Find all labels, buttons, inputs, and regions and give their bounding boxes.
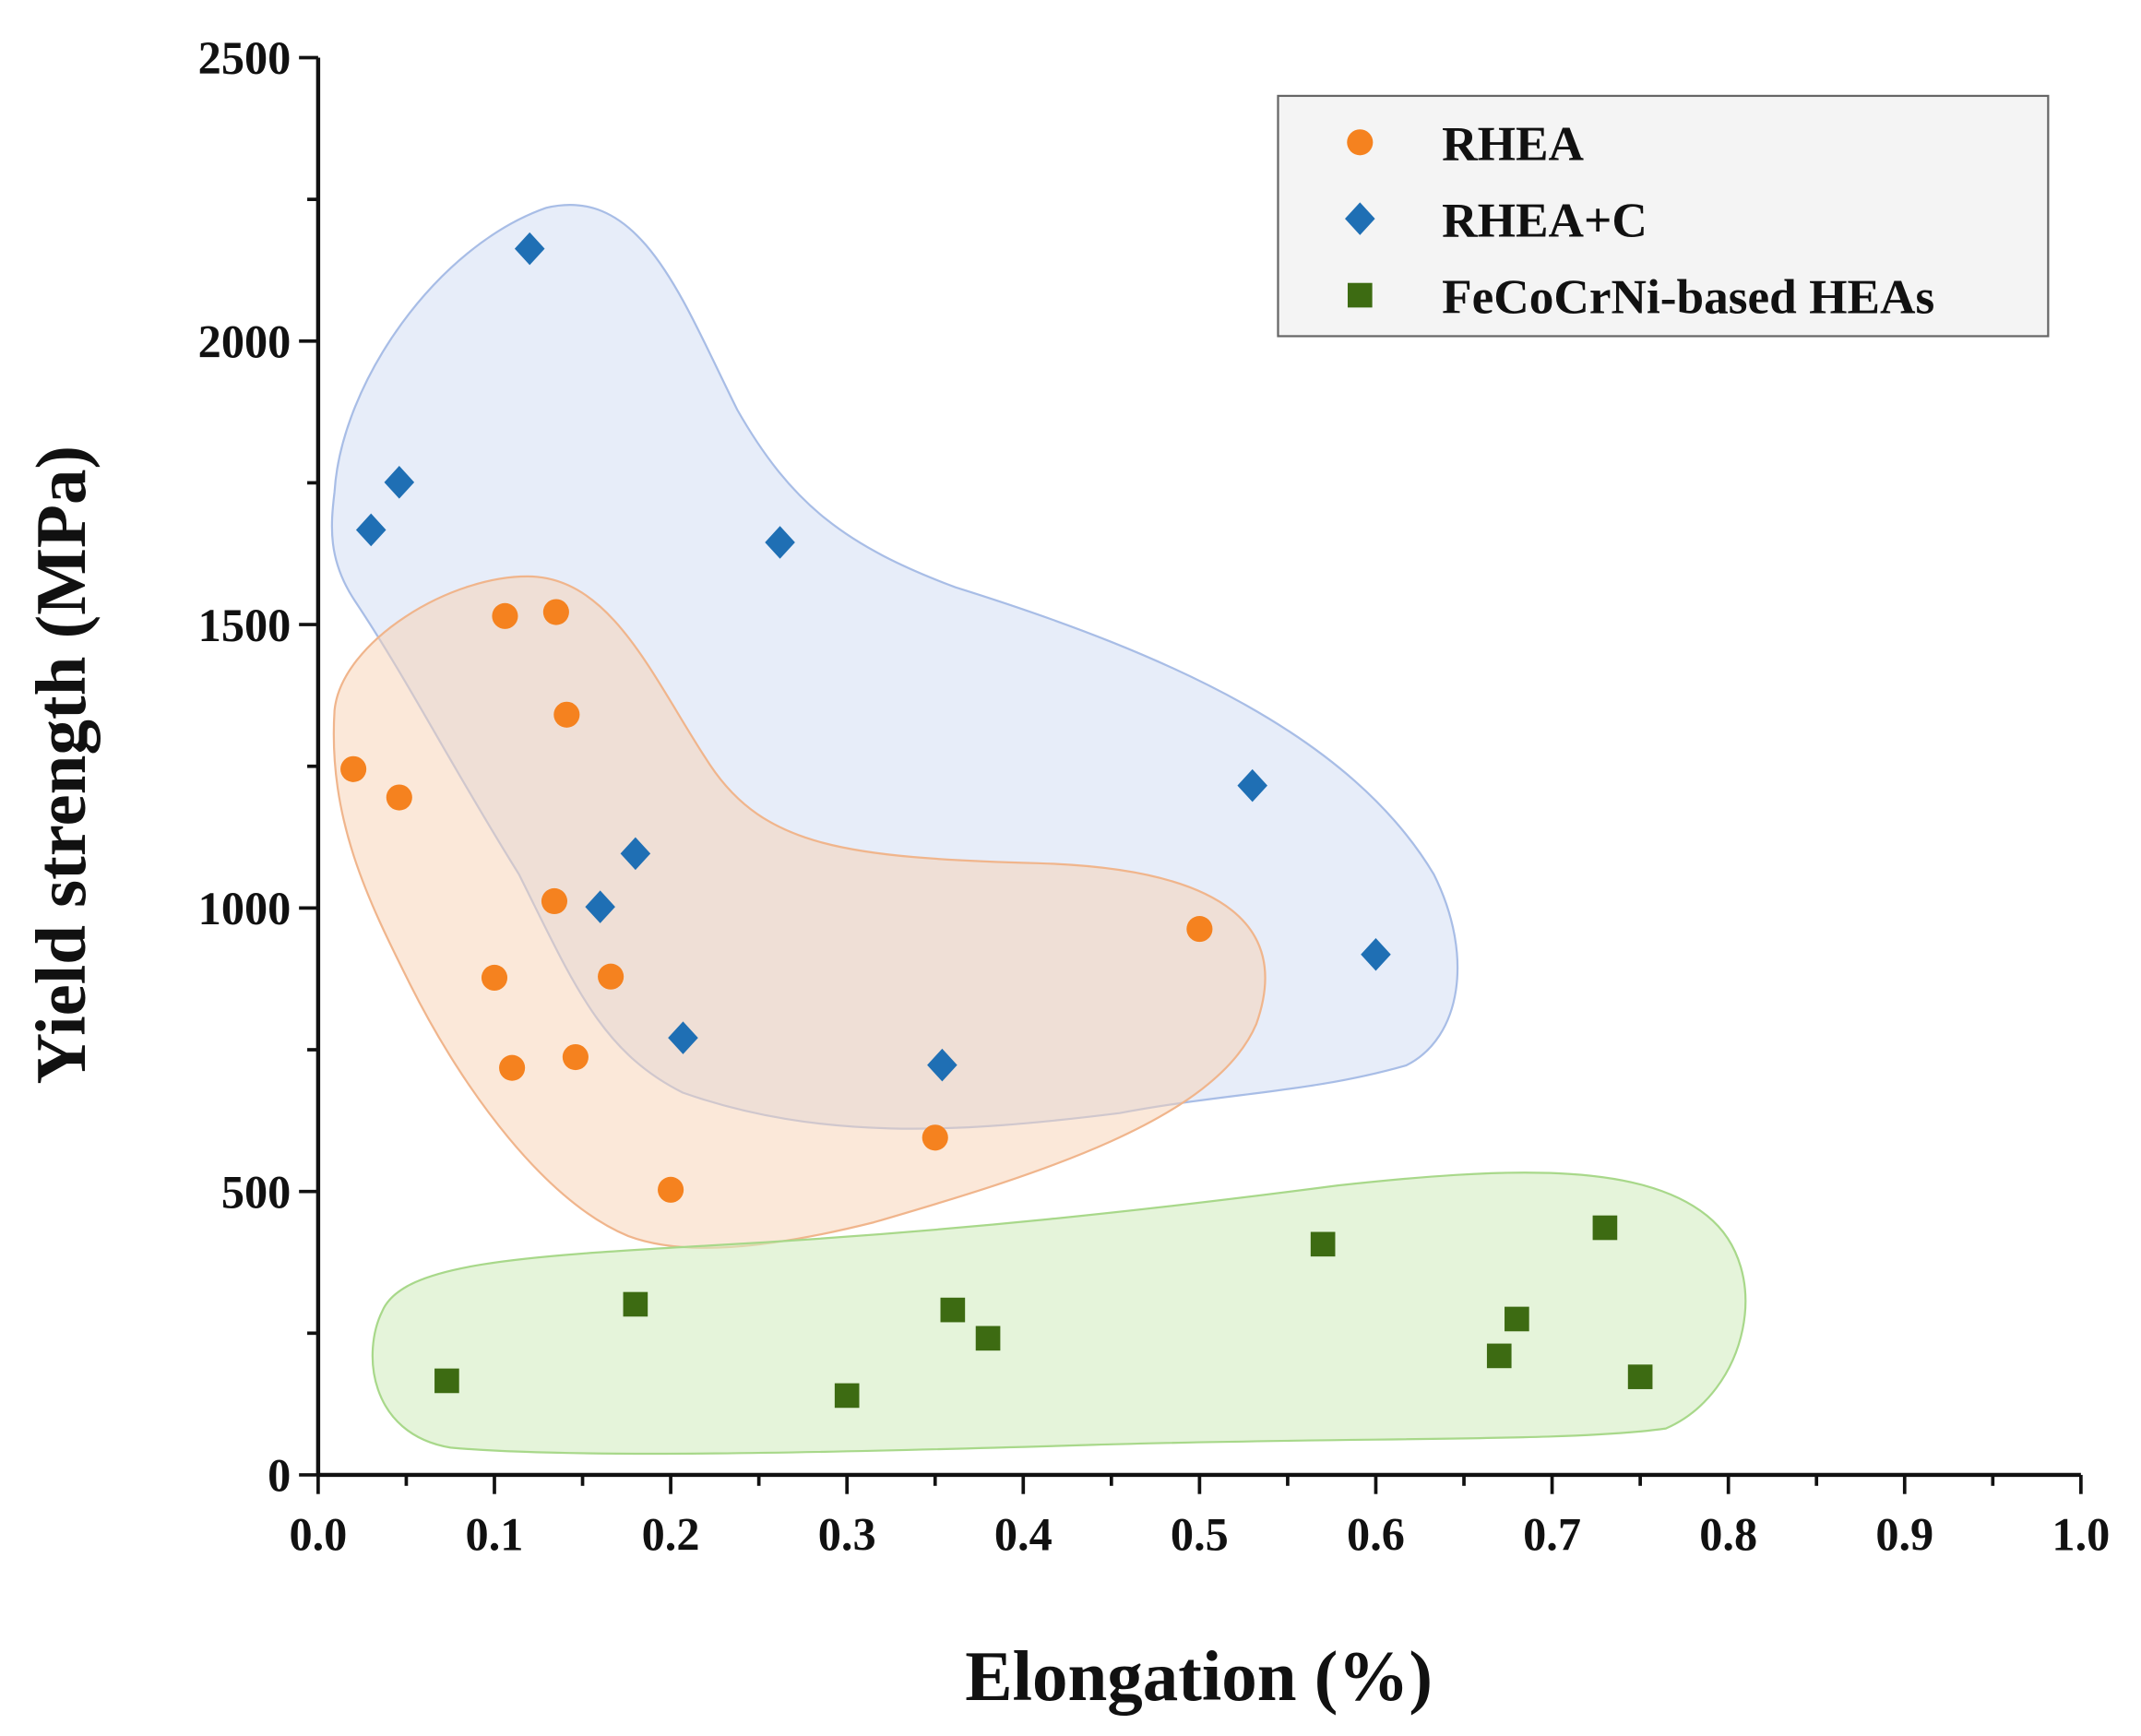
x-tick-label: 0.5 xyxy=(1171,1508,1229,1560)
data-point xyxy=(492,602,518,629)
data-point xyxy=(1310,1231,1336,1257)
x-tick-label: 0.8 xyxy=(1699,1508,1757,1560)
data-point xyxy=(834,1383,860,1409)
x-tick-label: 0.0 xyxy=(289,1508,347,1560)
data-point xyxy=(975,1326,1001,1351)
region-blobs xyxy=(330,204,1747,1456)
data-point xyxy=(623,1291,648,1317)
data-point xyxy=(1592,1215,1618,1241)
data-point xyxy=(765,526,795,559)
legend-marker xyxy=(1347,282,1373,308)
data-point xyxy=(355,513,387,547)
series-fecocrni-based-heas xyxy=(434,1215,1653,1409)
axes: 0.0 0.1 0.2 0.3 0.4 0.5 0.6 0.7 0.8 0.9 1.0 0 500 100… xyxy=(198,32,2111,1560)
hea-region xyxy=(371,1171,1747,1456)
data-point xyxy=(542,599,569,625)
y-tick-label: 2500 xyxy=(198,32,291,84)
y-tick-label: 500 xyxy=(221,1166,291,1218)
x-tick-label: 0.9 xyxy=(1875,1508,1933,1560)
y-tick-label: 1000 xyxy=(198,883,291,934)
data-point xyxy=(1505,1306,1529,1332)
data-point xyxy=(514,232,545,266)
y-tick-label: 0 xyxy=(268,1450,291,1502)
data-point xyxy=(598,963,624,990)
legend-label: FeCoCrNi-based HEAs xyxy=(1442,269,1934,324)
data-point xyxy=(499,1054,526,1081)
data-point xyxy=(434,1368,459,1394)
data-point xyxy=(386,784,412,811)
x-tick-label: 0.7 xyxy=(1523,1508,1581,1560)
x-tick-label: 1.0 xyxy=(2052,1508,2110,1560)
legend: RHEA RHEA+C FeCoCrNi-based HEAs xyxy=(1277,94,2050,338)
legend-marker xyxy=(1347,129,1374,156)
legend-label: RHEA xyxy=(1442,117,1584,172)
legend-box xyxy=(1277,94,2050,338)
data-point xyxy=(553,701,580,728)
y-tick-label: 2000 xyxy=(198,316,291,368)
x-tick-label: 0.4 xyxy=(994,1508,1053,1560)
data-point xyxy=(562,1043,589,1071)
data-point xyxy=(481,964,508,992)
x-tick-label: 0.6 xyxy=(1347,1508,1405,1560)
x-axis-label: Elongation (%) xyxy=(965,1636,1433,1716)
data-point xyxy=(658,1176,684,1203)
legend-label: RHEA+C xyxy=(1442,193,1647,247)
data-point xyxy=(940,1297,966,1323)
data-point xyxy=(922,1124,948,1151)
data-point xyxy=(541,887,568,915)
x-tick-label: 0.1 xyxy=(466,1508,524,1560)
series-rhea xyxy=(340,599,1213,1203)
x-tick-label: 0.2 xyxy=(642,1508,700,1560)
data-point xyxy=(384,466,415,499)
y-axis-label: Yield strength (MPa) xyxy=(21,446,101,1085)
rhea-region xyxy=(332,575,1267,1249)
data-point xyxy=(1486,1343,1512,1369)
x-tick-label: 0.3 xyxy=(818,1508,876,1560)
data-point xyxy=(1627,1364,1653,1389)
data-point xyxy=(340,755,367,782)
y-tick-label: 1500 xyxy=(198,600,291,651)
data-point xyxy=(1186,916,1213,943)
